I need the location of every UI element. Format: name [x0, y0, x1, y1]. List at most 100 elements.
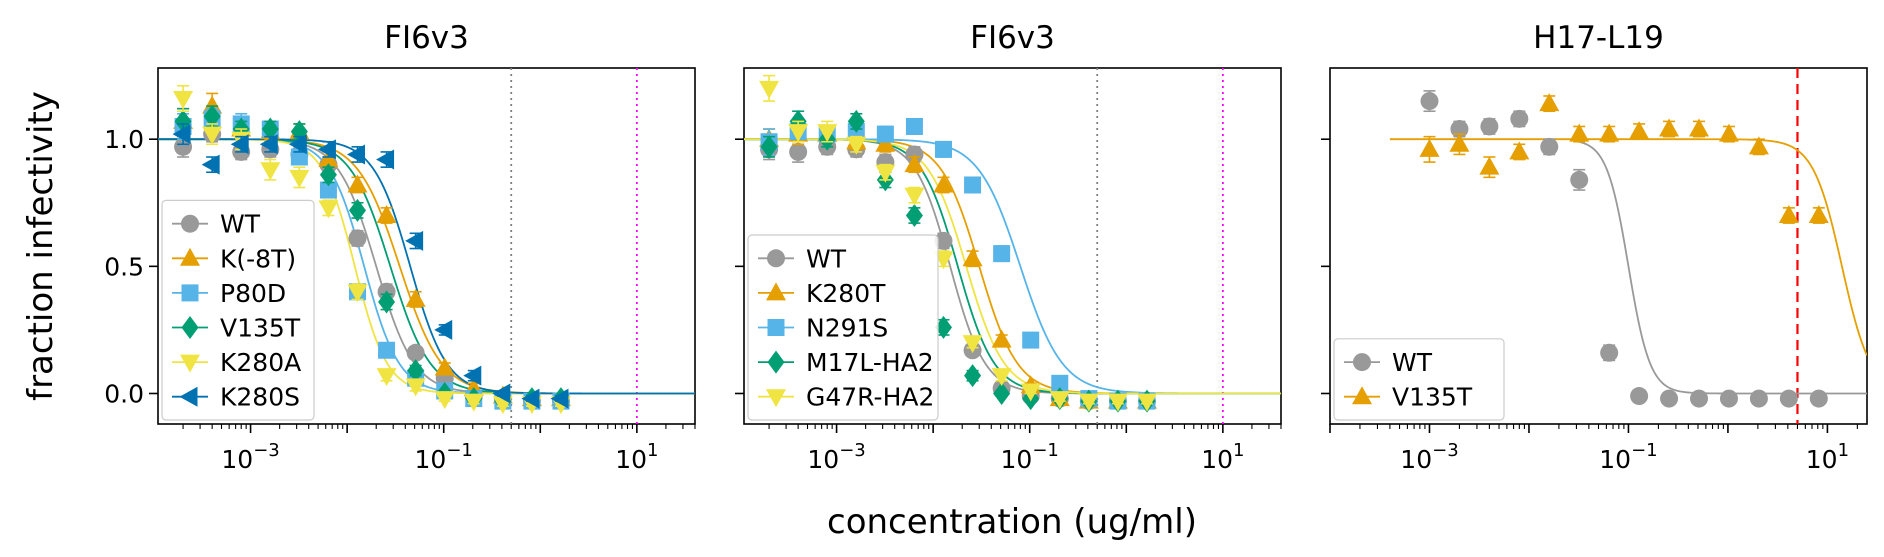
data-point-m17l-ha2 [964, 364, 982, 388]
data-point-k280s [521, 388, 540, 409]
data-point-wt [406, 343, 425, 362]
panel-3-marks: 10−3 10−1 101 WT V135T [1321, 68, 1867, 474]
data-point-k280t [933, 174, 954, 193]
x-tick-label: 10−3 [807, 440, 865, 474]
data-point-wt [1779, 389, 1798, 408]
data-point-v135t [1449, 133, 1470, 152]
x-axis-label: concentration (ug/ml) [827, 502, 1197, 542]
data-point-v135t [1419, 138, 1440, 157]
panel-3: H17-L19 10−3 10−1 101 WT V135T [1321, 20, 1868, 474]
legend-label: V135T [220, 314, 301, 343]
data-point-k280a [463, 393, 484, 412]
legend-marker-wt [1353, 353, 1371, 372]
y-tick-label: 1.0 [104, 125, 144, 154]
legend [747, 234, 939, 421]
data-point-k280a [202, 126, 223, 145]
data-point-k280s [259, 134, 278, 155]
y-axis-label: fraction infectivity [21, 91, 61, 401]
legend-marker-v135t [1352, 386, 1372, 405]
legend-marker-g47r-ha2 [766, 389, 786, 408]
data-point-k280s [230, 134, 249, 155]
data-point-g47r-ha2 [1049, 391, 1070, 410]
data-point-v135t [1689, 118, 1710, 137]
data-point-v135t [1748, 136, 1769, 155]
data-point-k-8t [434, 357, 455, 376]
panel-2-frame [743, 67, 1282, 425]
data-point-g47r-ha2 [991, 368, 1012, 387]
data-point-v135t [348, 198, 366, 222]
legend [161, 199, 315, 421]
data-point-k280a [405, 378, 426, 397]
legend-marker-k280s [179, 386, 198, 407]
data-point-k-8t [405, 288, 426, 307]
legend-label: WT [806, 244, 847, 273]
panel-1-title: FI6v3 [384, 20, 469, 56]
data-point-n291s [905, 117, 923, 135]
data-point-g47r-ha2 [962, 335, 983, 354]
legend-label: V135T [1392, 383, 1473, 412]
data-point-k280s [172, 124, 191, 145]
data-point-wt [1570, 170, 1589, 189]
data-point-g47r-ha2 [817, 124, 838, 143]
legend-label: P80D [220, 279, 286, 308]
data-point-k280t [962, 248, 983, 267]
legend-marker-n291s [767, 319, 785, 336]
data-point-wt [1480, 117, 1499, 136]
data-point-wt [1630, 387, 1649, 406]
data-point-k-8t [347, 174, 368, 193]
fit-curve-wt [1576, 140, 1867, 395]
legend-marker-k280a [180, 354, 200, 373]
legend-marker-wt [767, 249, 785, 268]
legend-marker-k280t [766, 282, 786, 301]
legend-marker-m17l-ha2 [767, 350, 785, 374]
data-point-wt [934, 231, 953, 250]
data-point-k280a [434, 391, 455, 410]
panel-2-marks: 10−3 10−1 101 WT K280T N291S M17L-HA2 G47R-HA2 [735, 68, 1282, 474]
data-point-wt [348, 229, 367, 248]
data-point-k280s [201, 154, 220, 175]
data-point-wt [1690, 389, 1709, 408]
panel-3-title: H17-L19 [1533, 20, 1664, 56]
x-tick-label: 101 [615, 440, 658, 474]
legend-label: WT [1392, 348, 1433, 377]
data-point-k280s [405, 230, 424, 251]
data-point-v135t [1808, 204, 1829, 223]
legend-marker-wt [181, 214, 199, 233]
data-point-g47r-ha2 [904, 187, 925, 206]
legend-marker-v135t [181, 316, 199, 339]
panel-1-frame [157, 67, 696, 425]
legend-label: K(-8T) [220, 244, 296, 273]
data-point-p80d [378, 341, 396, 359]
data-point-g47r-ha2 [1107, 393, 1128, 412]
panel-2-title: FI6v3 [970, 20, 1055, 56]
data-point-v135t [378, 290, 396, 314]
data-point-n291s [964, 176, 982, 194]
data-point-wt [1510, 109, 1529, 128]
data-point-k280s [434, 319, 453, 340]
data-point-g47r-ha2 [759, 80, 780, 99]
data-point-v135t [319, 163, 337, 187]
data-point-k280s [317, 139, 336, 160]
data-point-g47r-ha2 [846, 136, 867, 155]
panel-1: FI6v3 0.0 0.5 1.0 10−3 10−1 101 WT K(-8T) P80D V1… [104, 20, 696, 474]
data-point-wt [1660, 389, 1679, 408]
data-point-g47r-ha2 [1136, 393, 1157, 412]
data-point-k280s [550, 388, 569, 409]
y-tick-label: 0.5 [104, 252, 144, 281]
data-point-v135t [203, 104, 221, 128]
x-tick-label: 101 [1806, 440, 1849, 474]
x-tick-label: 10−1 [1599, 440, 1657, 474]
data-point-v135t [1509, 141, 1530, 160]
data-point-g47r-ha2 [1020, 383, 1041, 402]
plot-area-3 [1389, 68, 1867, 424]
data-point-v135t [1569, 123, 1590, 142]
x-tick-label: 10−1 [415, 440, 473, 474]
legend-label: G47R-HA2 [806, 383, 934, 412]
data-point-k-8t [318, 149, 339, 168]
data-point-v135t [1778, 204, 1799, 223]
legend [1333, 338, 1505, 421]
legend-label: M17L-HA2 [806, 348, 934, 377]
data-point-v135t [1539, 93, 1560, 112]
legend-label: N291S [806, 314, 888, 343]
